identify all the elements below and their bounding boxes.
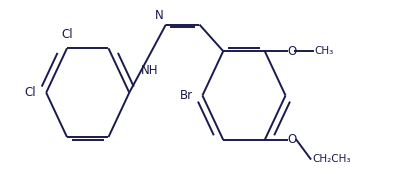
Text: CH₃: CH₃ bbox=[314, 46, 334, 56]
Text: O: O bbox=[288, 45, 297, 58]
Text: Cl: Cl bbox=[25, 86, 36, 99]
Text: CH₂CH₃: CH₂CH₃ bbox=[312, 154, 351, 164]
Text: NH: NH bbox=[141, 64, 158, 77]
Text: Br: Br bbox=[179, 89, 193, 102]
Text: N: N bbox=[155, 9, 164, 22]
Text: O: O bbox=[288, 133, 297, 146]
Text: Cl: Cl bbox=[61, 28, 73, 41]
